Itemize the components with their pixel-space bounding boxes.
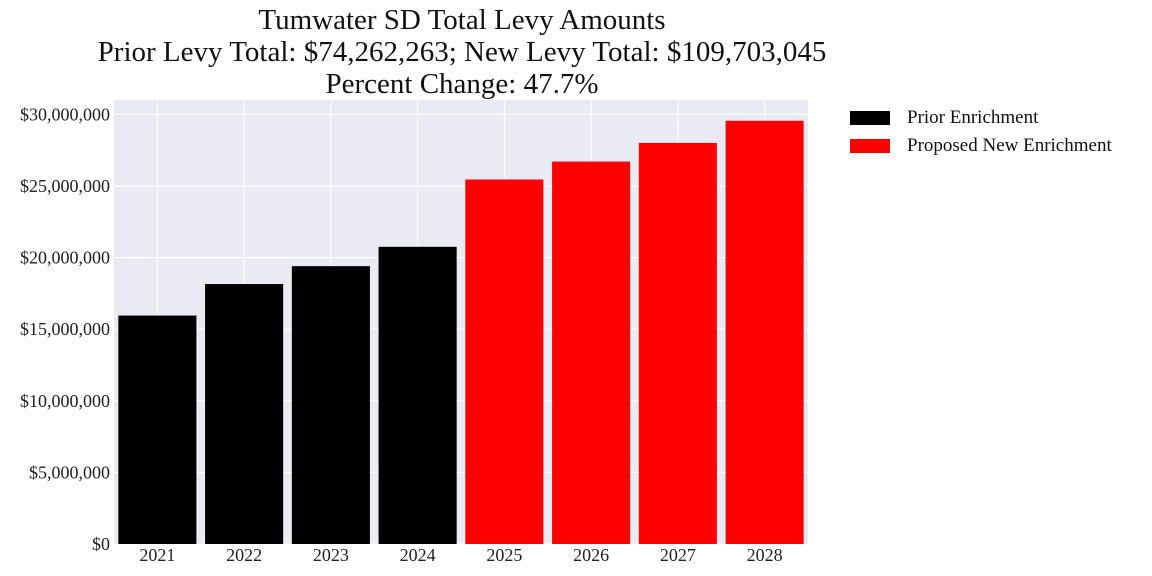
bar-2021: [118, 315, 197, 544]
x-tick-label: 2024: [400, 545, 436, 565]
x-tick-label: 2023: [313, 545, 349, 565]
bar-2028: [725, 120, 804, 545]
bar-2024: [378, 246, 457, 544]
y-tick-label: $20,000,000: [20, 248, 110, 268]
x-tick-label: 2026: [573, 545, 609, 565]
bar-2027: [638, 142, 717, 544]
x-tick-label: 2027: [660, 545, 696, 565]
x-tick-label: 2025: [486, 545, 522, 565]
legend-swatch-proposed: [850, 139, 890, 153]
legend-item-prior: Prior Enrichment: [850, 104, 1112, 132]
bars: [118, 120, 804, 545]
bar-2026: [552, 161, 631, 544]
y-tick-label: $0: [92, 534, 110, 554]
title-line-1: Tumwater SD Total Levy Amounts: [258, 4, 666, 36]
y-tick-label: $10,000,000: [20, 391, 110, 411]
chart-title: Tumwater SD Total Levy Amounts Prior Lev…: [60, 4, 864, 100]
x-tick-label: 2028: [747, 545, 783, 565]
bar-2022: [205, 284, 284, 544]
y-tick-label: $15,000,000: [20, 319, 110, 339]
bar-2023: [291, 266, 370, 544]
title-line-3: Percent Change: 47.7%: [325, 68, 599, 100]
y-tick-label: $25,000,000: [20, 176, 110, 196]
y-tick-label: $30,000,000: [20, 104, 110, 124]
legend-item-proposed: Proposed New Enrichment: [850, 132, 1112, 160]
legend: Prior Enrichment Proposed New Enrichment: [850, 104, 1112, 160]
x-tick-label: 2021: [139, 545, 175, 565]
y-tick-label: $5,000,000: [29, 462, 110, 482]
title-line-2: Prior Levy Total: $74,262,263; New Levy …: [97, 36, 827, 68]
y-axis: $0 $5,000,000 $10,000,000 $15,000,000 $20,00…: [20, 104, 110, 554]
legend-swatch-prior: [850, 111, 890, 125]
legend-label-proposed: Proposed New Enrichment: [907, 135, 1112, 156]
bar-2025: [465, 179, 544, 544]
x-tick-label: 2022: [226, 545, 262, 565]
x-axis: 2021 2022 2023 2024 2025 2026 2027 2028: [139, 545, 782, 565]
legend-label-prior: Prior Enrichment: [907, 107, 1039, 128]
